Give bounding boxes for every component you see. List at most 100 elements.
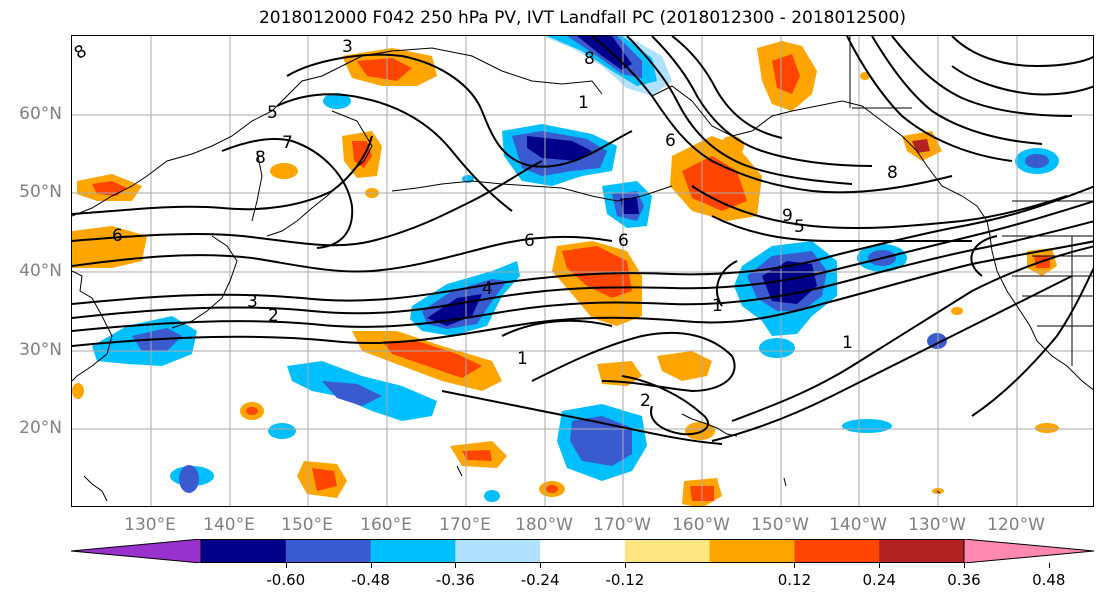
contour-line xyxy=(72,200,1093,319)
shaded-patch xyxy=(685,422,715,440)
contour-label: 2 xyxy=(268,306,279,326)
lon-label-160E: 160°E xyxy=(360,515,412,535)
lon-label-130E: 130°E xyxy=(124,515,176,535)
contour-label: 5 xyxy=(794,217,805,237)
contour-label: 6 xyxy=(665,131,676,151)
lon-label-140W: 140°W xyxy=(829,515,887,535)
border-us-states xyxy=(1002,235,1093,366)
contour-label: 1 xyxy=(842,333,853,353)
lon-label-150W: 150°W xyxy=(751,515,809,535)
contour-label: 2 xyxy=(640,391,651,411)
shaded-patch xyxy=(597,361,642,386)
contour-line xyxy=(221,138,354,249)
contour-label: 8 xyxy=(887,163,898,183)
shaded-patch xyxy=(842,419,892,433)
contour-line xyxy=(716,260,738,307)
shaded-patch xyxy=(382,341,482,378)
colorbar-tick-mark xyxy=(624,563,626,568)
shaded-patch xyxy=(772,54,800,94)
lat-label-20N: 20°N xyxy=(19,418,62,438)
lon-label-140E: 140°E xyxy=(203,515,255,535)
contour-label: 8 xyxy=(255,148,266,168)
lon-label-150E: 150°E xyxy=(281,515,333,535)
graticule xyxy=(72,36,1093,506)
contour-labels: 8 3 5 7 8 8 1 6 6 6 9 6 5 4 3 2 1 1 2 1 … xyxy=(72,37,898,411)
shaded-patch xyxy=(179,465,199,493)
shaded-patch xyxy=(92,181,127,196)
coastline-aleutians xyxy=(391,180,673,202)
coastline-kamchatka xyxy=(331,110,373,172)
contour-label: 4 xyxy=(482,279,493,299)
lon-label-180W: 180°W xyxy=(515,515,573,535)
contour-line xyxy=(871,36,1043,145)
contour-line xyxy=(891,36,1073,117)
colorbar-tick-mark xyxy=(879,563,881,568)
contour-line xyxy=(591,36,953,194)
contour-label: 1 xyxy=(712,296,723,316)
lon-label-170W: 170°W xyxy=(593,515,651,535)
contour-line xyxy=(72,185,1093,305)
colorbar-tick-label: 0.12 xyxy=(777,571,812,589)
shaded-patch xyxy=(322,381,382,406)
map-title: 2018012000 F042 250 hPa PV, IVT Landfall… xyxy=(258,8,906,28)
shaded-patch xyxy=(1025,154,1049,168)
lat-label-50N: 50°N xyxy=(19,182,62,202)
contour-label: 3 xyxy=(247,292,258,312)
colorbar-border xyxy=(200,539,965,563)
contour-label: 5 xyxy=(267,103,278,123)
shaded-patch xyxy=(462,450,492,461)
colorbar-segment xyxy=(624,539,711,563)
coastline-kurils xyxy=(266,183,341,237)
contour-line xyxy=(846,36,1013,162)
colorbar-tick-label: -0.60 xyxy=(266,571,306,589)
contour-line xyxy=(951,65,1093,96)
colorbar-tick-mark xyxy=(285,563,287,568)
shaded-patch xyxy=(323,93,351,109)
shaded-patch xyxy=(1035,423,1059,433)
colorbar-segment xyxy=(201,539,287,563)
contour-label: 8 xyxy=(584,49,595,69)
contour-line xyxy=(276,93,513,212)
contour-line xyxy=(72,235,613,273)
colorbar-segment xyxy=(285,539,372,563)
lat-label-40N: 40°N xyxy=(19,261,62,281)
shaded-patch xyxy=(268,423,296,439)
coastline-na-west xyxy=(976,205,1093,391)
shaded-anomaly-layer xyxy=(72,36,1059,506)
coastlines xyxy=(72,36,1093,502)
contour-line xyxy=(72,220,1093,332)
colorbar-extend-high xyxy=(963,539,1094,563)
shaded-patch xyxy=(484,490,500,502)
colorbar-segment xyxy=(540,539,626,563)
coastline-bits xyxy=(83,465,941,502)
coastline-sakhalin xyxy=(251,150,263,222)
coastline-asia xyxy=(72,270,113,382)
contour-line xyxy=(691,185,1068,230)
shaded-patch xyxy=(620,198,639,214)
colorbar-tick-mark xyxy=(1048,563,1050,568)
colorbar-tick-label: 0.48 xyxy=(1032,571,1066,589)
colorbar-tick-label: -0.24 xyxy=(520,571,560,589)
coastline-japan xyxy=(171,235,238,329)
shaded-patch xyxy=(527,136,592,161)
colorbar-tick-label: 0.24 xyxy=(862,571,896,589)
shaded-patch xyxy=(312,468,337,491)
shaded-patch xyxy=(657,351,712,381)
lon-label-120W: 120°W xyxy=(987,515,1045,535)
contour-line xyxy=(286,53,633,168)
colorbar-tick-mark xyxy=(540,563,542,568)
contour-label: 3 xyxy=(342,37,353,57)
shaded-patch xyxy=(270,163,298,179)
contour-line xyxy=(621,375,710,436)
contour-label: 7 xyxy=(282,133,293,153)
colorbar-segment xyxy=(879,539,965,563)
contour-label: 6 xyxy=(112,226,123,246)
contour-label: 1 xyxy=(578,93,589,113)
contour-line xyxy=(441,390,723,445)
contour-line xyxy=(671,36,783,139)
contour-line xyxy=(626,36,853,185)
contour-line xyxy=(72,160,543,247)
shaded-patch xyxy=(577,36,632,70)
colorbar-tick-mark xyxy=(455,563,457,568)
contour-label: 6 xyxy=(524,231,535,251)
